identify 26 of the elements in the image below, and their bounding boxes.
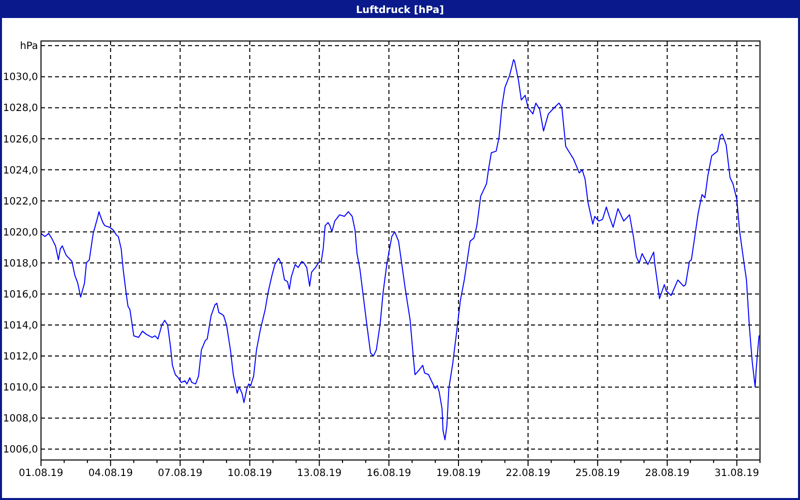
y-tick-label: 1014,0: [3, 320, 38, 332]
y-tick-label: 1008,0: [3, 414, 38, 425]
x-tick-label: 25.08.19: [575, 468, 620, 479]
x-tick-label: 28.08.19: [644, 468, 690, 479]
y-tick-label: 1026,0: [3, 134, 38, 146]
x-tick-label: 10.08.19: [227, 468, 272, 479]
x-tick-label: 13.08.19: [297, 468, 342, 479]
chart-title: Luftdruck [hPa]: [356, 5, 444, 16]
y-tick-label: 1016,0: [3, 289, 38, 300]
x-tick-label: 19.08.19: [436, 468, 481, 479]
y-tick-label: 1030,0: [3, 72, 38, 84]
x-tick-label: 04.08.19: [88, 468, 133, 479]
x-tick-label: 22.08.19: [506, 468, 550, 479]
y-tick-label: 1018,0: [3, 258, 38, 270]
y-tick-label: hPa: [20, 41, 38, 52]
x-tick-label: 07.08.19: [158, 468, 202, 479]
y-tick-label: 1006,0: [3, 444, 38, 456]
y-tick-label: 1024,0: [3, 165, 38, 176]
y-tick-label: 1022,0: [3, 196, 38, 208]
x-tick-label: 16.08.19: [366, 468, 412, 479]
x-tick-label: 01.08.19: [18, 468, 64, 479]
y-tick-label: 1010,0: [3, 382, 38, 394]
y-tick-label: 1028,0: [3, 103, 38, 114]
y-tick-label: 1020,0: [3, 227, 38, 238]
x-tick-label: 31.08.19: [714, 468, 760, 479]
y-tick-label: 1012,0: [3, 352, 38, 363]
